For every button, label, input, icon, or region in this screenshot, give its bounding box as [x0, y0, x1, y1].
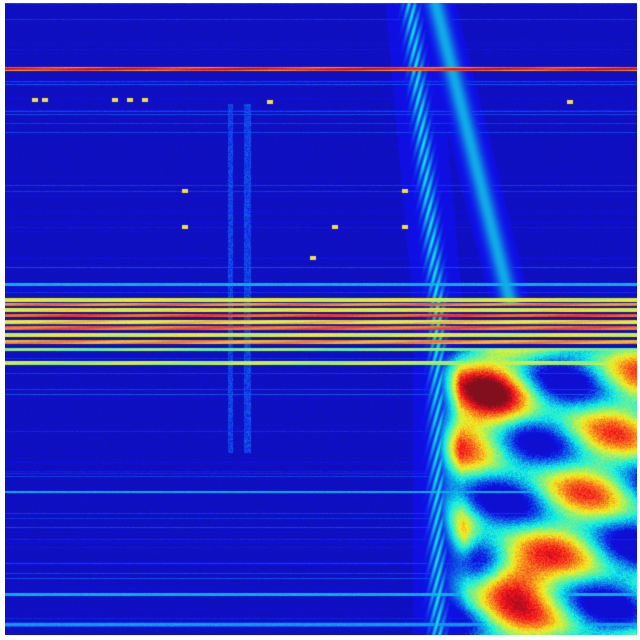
heatmap-image — [5, 3, 637, 635]
heatmap-container — [5, 3, 637, 635]
